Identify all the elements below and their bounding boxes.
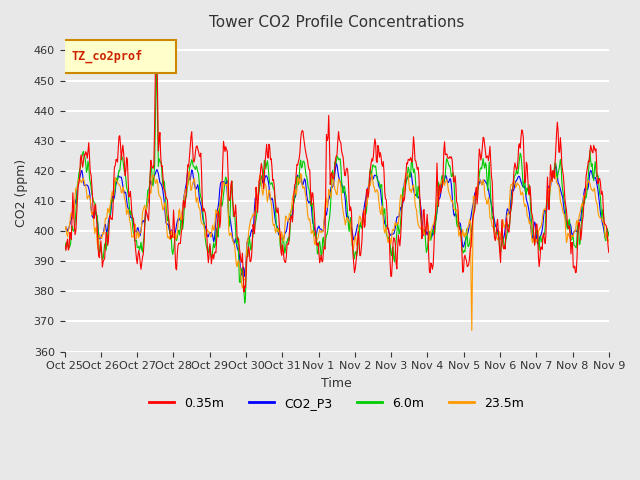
FancyBboxPatch shape [62,40,176,73]
Title: Tower CO2 Profile Concentrations: Tower CO2 Profile Concentrations [209,15,465,30]
Text: TZ_co2prof: TZ_co2prof [72,50,143,63]
Y-axis label: CO2 (ppm): CO2 (ppm) [15,159,28,228]
Legend: 0.35m, CO2_P3, 6.0m, 23.5m: 0.35m, CO2_P3, 6.0m, 23.5m [144,392,529,415]
X-axis label: Time: Time [321,377,352,390]
